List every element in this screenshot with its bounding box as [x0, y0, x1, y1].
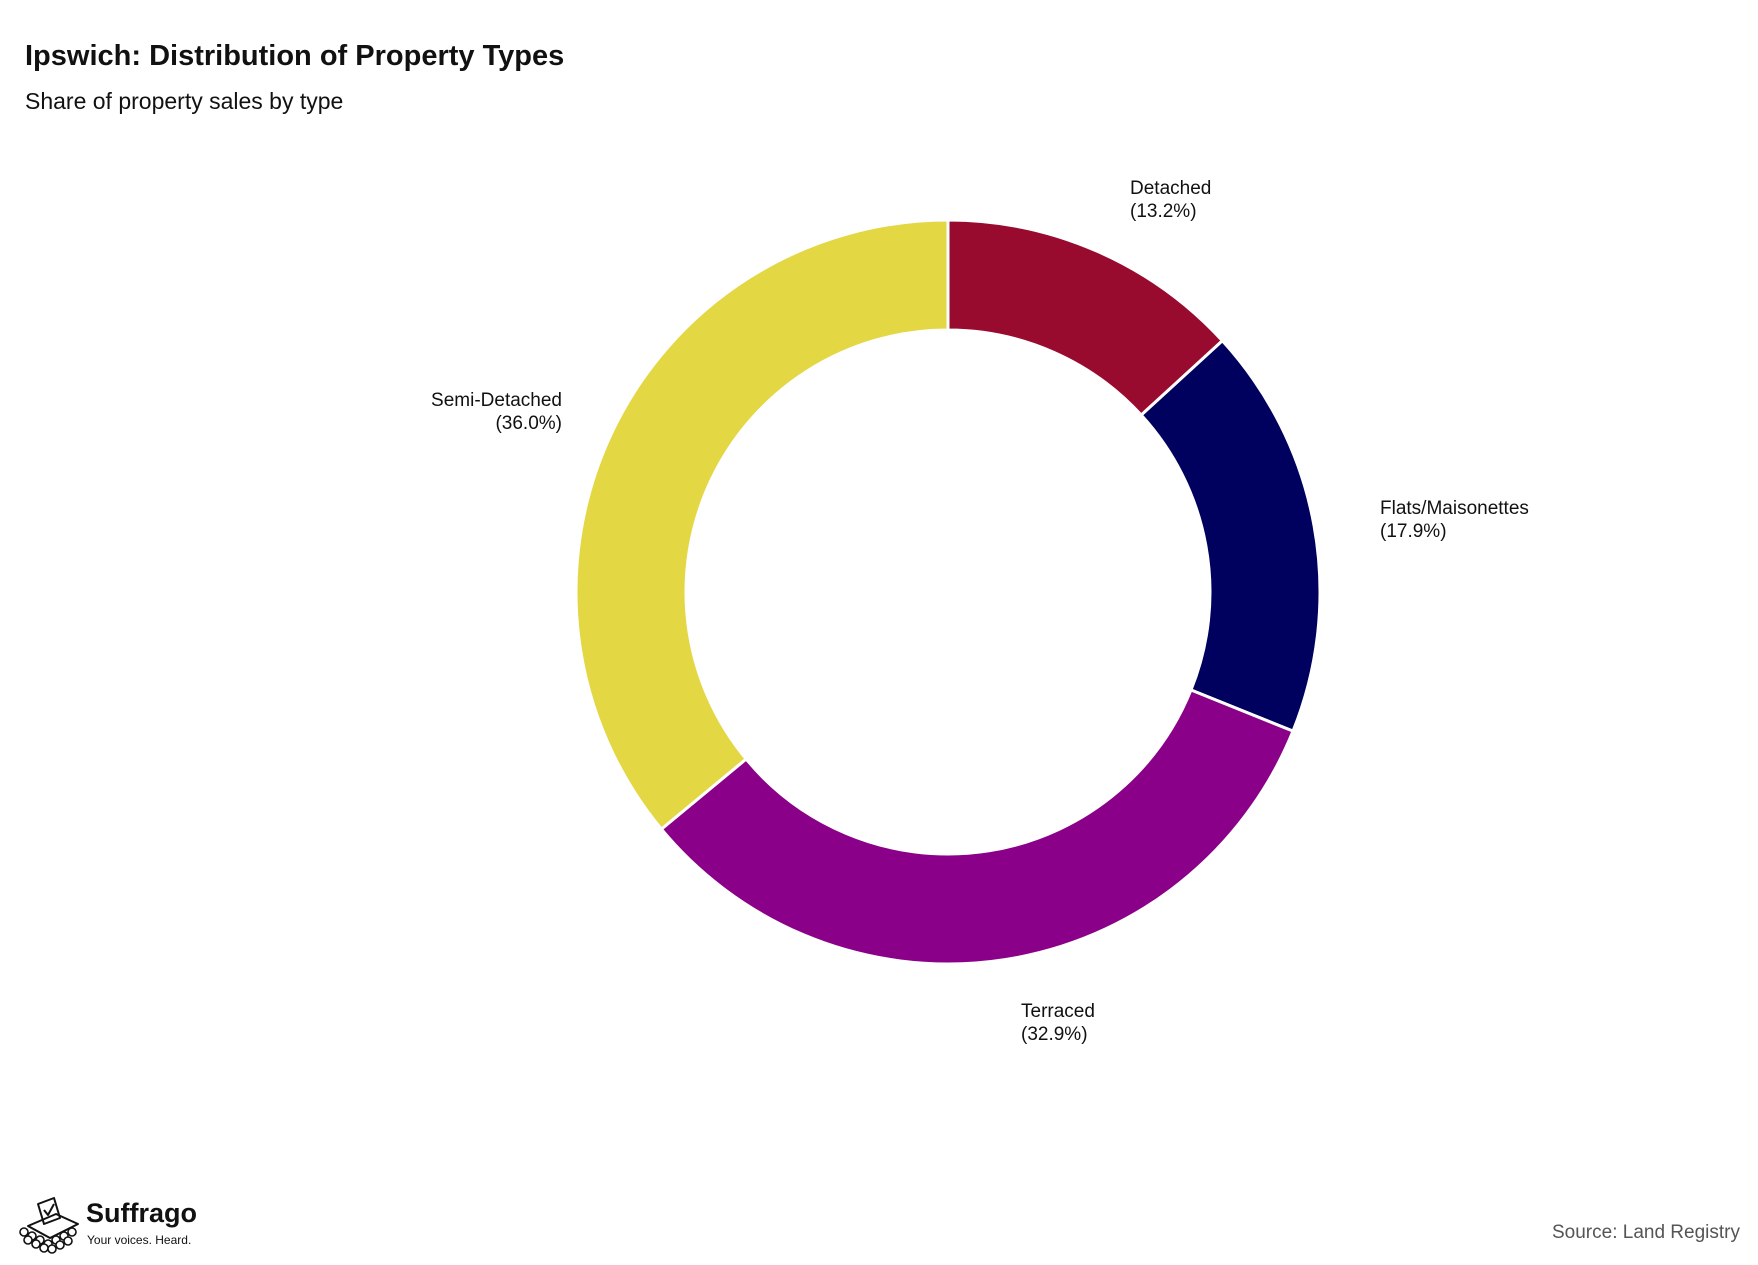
slice-label-detached-value: (13.2%) [1130, 201, 1197, 222]
slice-label-terraced-name: Terraced [1021, 1001, 1095, 1022]
slice-label-flats-maisonettes-name: Flats/Maisonettes [1380, 498, 1529, 519]
slice-label-flats-maisonettes: Flats/Maisonettes (17.9%) [1380, 497, 1529, 543]
slice-label-flats-maisonettes-value: (17.9%) [1380, 521, 1447, 542]
chart-subtitle: Share of property sales by type [25, 88, 344, 114]
brand-tagline: Your voices. Heard. [87, 1233, 192, 1247]
slice-label-terraced: Terraced (32.9%) [1021, 1000, 1095, 1046]
slice-semi-detached [574, 218, 950, 832]
slice-label-terraced-value: (32.9%) [1021, 1024, 1088, 1045]
slice-label-semi-detached-name: Semi-Detached [431, 390, 562, 411]
slice-terraced [659, 688, 1295, 966]
slice-label-detached: Detached (13.2%) [1130, 177, 1211, 223]
slice-label-detached-name: Detached [1130, 178, 1212, 199]
slice-flats-maisonettes [1139, 338, 1322, 734]
chart-title: Ipswich: Distribution of Property Types [25, 40, 565, 72]
brand-name: Suffrago [86, 1198, 197, 1228]
source-note: Source: Land Registry [1552, 1222, 1740, 1243]
slice-label-semi-detached-value: (36.0%) [495, 413, 562, 434]
brand-logo: Suffrago Your voices. Heard. [16, 1192, 216, 1254]
ballot-box-icon [19, 1197, 79, 1254]
slice-label-semi-detached: Semi-Detached (36.0%) [431, 389, 562, 435]
